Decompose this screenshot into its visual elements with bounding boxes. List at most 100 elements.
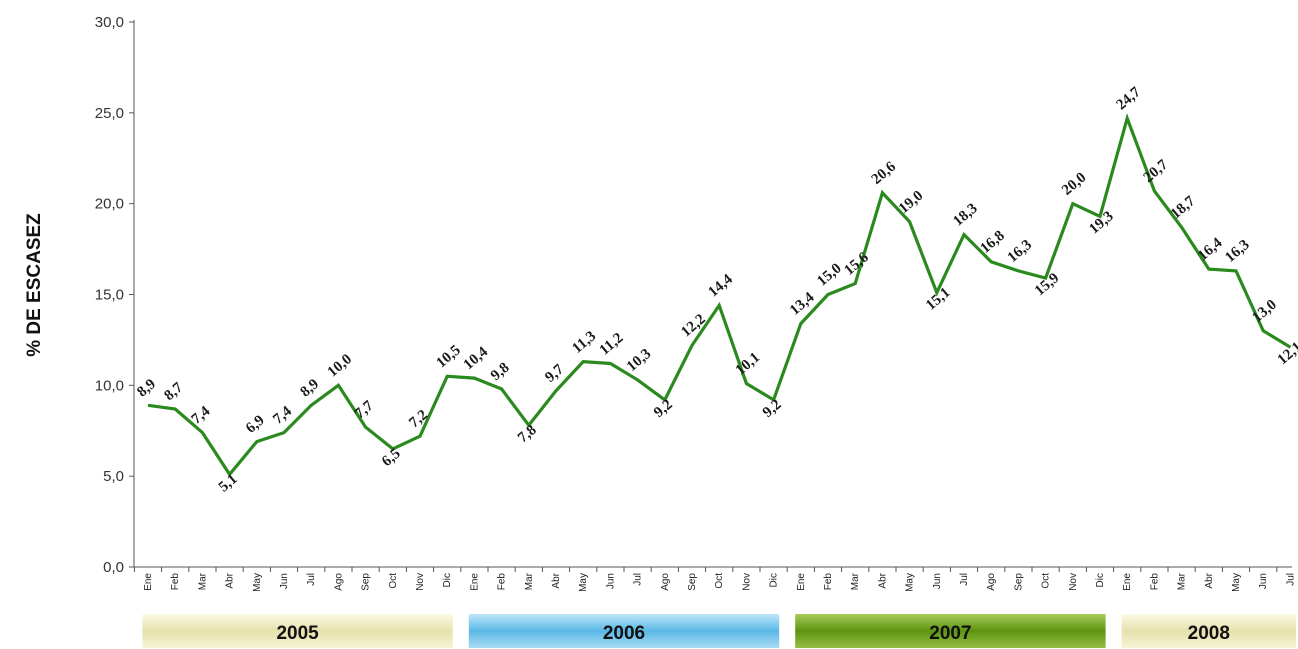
year-band	[795, 614, 1106, 648]
data-label: 20,0	[1059, 170, 1089, 199]
data-label: 10,5	[433, 342, 463, 371]
x-tick-label: Nov	[1068, 573, 1079, 591]
x-tick-label: Ene	[1122, 573, 1133, 591]
series-line-path	[147, 113, 1292, 478]
y-tick-label: 30,0	[95, 14, 124, 31]
x-tick-label: Oct	[1041, 573, 1052, 589]
x-tick-label: Jul	[633, 573, 644, 586]
data-label: 14,4	[705, 271, 736, 300]
x-tick-label: May	[1231, 573, 1242, 592]
x-tick-label: Nov	[415, 573, 426, 591]
x-tick-label: Feb	[497, 573, 508, 591]
x-tick-label: Jun	[279, 573, 290, 589]
x-tick-label: Ago	[660, 573, 671, 591]
x-tick-label: Ago	[986, 573, 997, 591]
year-band	[1121, 614, 1296, 648]
year-label: 2006	[603, 623, 645, 644]
x-tick-label: Ago	[333, 573, 344, 591]
x-tick-label: Dic	[1095, 573, 1106, 587]
x-tick-label: Abr	[877, 572, 888, 588]
y-tick-label: 15,0	[95, 287, 124, 304]
x-tick-label: Mar	[850, 572, 861, 590]
data-label: 24,7	[1113, 84, 1144, 113]
x-tick-label: Oct	[714, 573, 725, 589]
year-band	[468, 614, 780, 648]
data-label: 7,8	[515, 422, 540, 446]
x-tick-label: Jun	[605, 573, 616, 589]
x-tick-label: Feb	[1149, 573, 1160, 591]
x-tick-label: Sep	[1013, 573, 1024, 591]
x-tick-label: Jun	[932, 573, 943, 589]
data-label: 15,0	[814, 260, 844, 289]
data-label: 12,2	[678, 311, 708, 340]
x-tick-label: Mar	[1177, 572, 1188, 590]
x-tick-label: Sep	[687, 573, 698, 591]
year-bands: 2005 2006 2007 2008	[142, 614, 1296, 648]
data-label: 16,3	[1222, 237, 1252, 266]
year-label: 2005	[276, 623, 319, 644]
data-label: 9,2	[651, 397, 676, 421]
data-label: 13,4	[787, 289, 818, 318]
year-label: 2008	[1188, 623, 1230, 644]
data-label: 5,1	[216, 471, 241, 495]
data-label: 15,1	[923, 285, 953, 314]
data-label: 6,5	[379, 446, 404, 470]
x-tick-label: Jul	[1285, 573, 1296, 586]
data-label: 16,4	[1195, 235, 1226, 264]
x-tick-label: Mar	[524, 572, 535, 590]
data-label: 20,7	[1141, 157, 1172, 186]
x-tick-label: Ene	[469, 573, 480, 591]
x-tick-label: Jul	[306, 573, 317, 586]
year-band	[142, 614, 453, 648]
y-axis-label: % DE ESCASEZ	[24, 213, 45, 357]
x-tick-label: Jun	[1258, 573, 1269, 589]
x-tick-label: Abr	[551, 572, 562, 588]
data-label: 10,3	[624, 346, 654, 375]
data-label: 20,6	[869, 158, 900, 187]
x-tick-label: Dic	[442, 573, 453, 587]
x-tick-label: Sep	[361, 573, 372, 591]
x-tick-label: May	[252, 573, 263, 592]
year-label: 2007	[929, 623, 971, 644]
x-tick-label: Jul	[959, 573, 970, 586]
data-label: 11,2	[597, 330, 627, 359]
x-tick-label: Oct	[388, 573, 399, 589]
x-axis-ticks: Ene Feb Mar Abr May Jun Jul Ago Sep Oct Nov Dic Ene F…	[133, 567, 1296, 592]
data-label: 18,3	[950, 200, 980, 229]
data-label: 9,8	[488, 360, 513, 384]
data-label: 8,9	[134, 376, 159, 400]
x-tick-label: May	[578, 573, 589, 592]
y-tick-label: 5,0	[103, 468, 124, 485]
data-label: 7,7	[352, 398, 377, 423]
data-label: 10,4	[461, 344, 492, 373]
data-label: 16,3	[1005, 237, 1035, 266]
data-label: 10,0	[325, 351, 355, 380]
series-line	[147, 113, 1292, 478]
y-tick-label: 0,0	[103, 559, 124, 576]
x-tick-label: Mar	[197, 572, 208, 590]
data-label: 7,2	[406, 407, 431, 431]
data-label: 6,9	[243, 412, 268, 436]
y-tick-label: 25,0	[95, 105, 124, 122]
y-tick-label: 20,0	[95, 196, 124, 213]
x-tick-label: Ene	[143, 573, 154, 591]
data-label: 13,0	[1249, 297, 1279, 326]
data-label: 18,7	[1168, 193, 1199, 222]
data-label: 8,9	[297, 376, 322, 400]
data-label: 8,7	[161, 379, 186, 404]
x-tick-label: Nov	[741, 573, 752, 591]
x-tick-label: Feb	[170, 573, 181, 591]
x-tick-label: Dic	[769, 573, 780, 587]
y-axis-ticks: 0,0 5,0 10,0 15,0 20,0 25,0 30,0	[95, 14, 134, 576]
x-tick-label: May	[905, 573, 916, 592]
data-label: 9,2	[760, 397, 785, 421]
data-label: 15,6	[841, 249, 872, 278]
x-tick-label: Feb	[823, 573, 834, 591]
x-tick-label: Abr	[1204, 572, 1215, 588]
x-tick-label: Abr	[225, 572, 236, 588]
x-tick-label: Ene	[796, 573, 807, 591]
data-labels: 8,9 8,77,45,16,9 7,48,910,07,76,57,210,510…	[134, 84, 1298, 496]
data-label: 11,3	[569, 328, 599, 357]
y-tick-label: 10,0	[95, 377, 124, 394]
